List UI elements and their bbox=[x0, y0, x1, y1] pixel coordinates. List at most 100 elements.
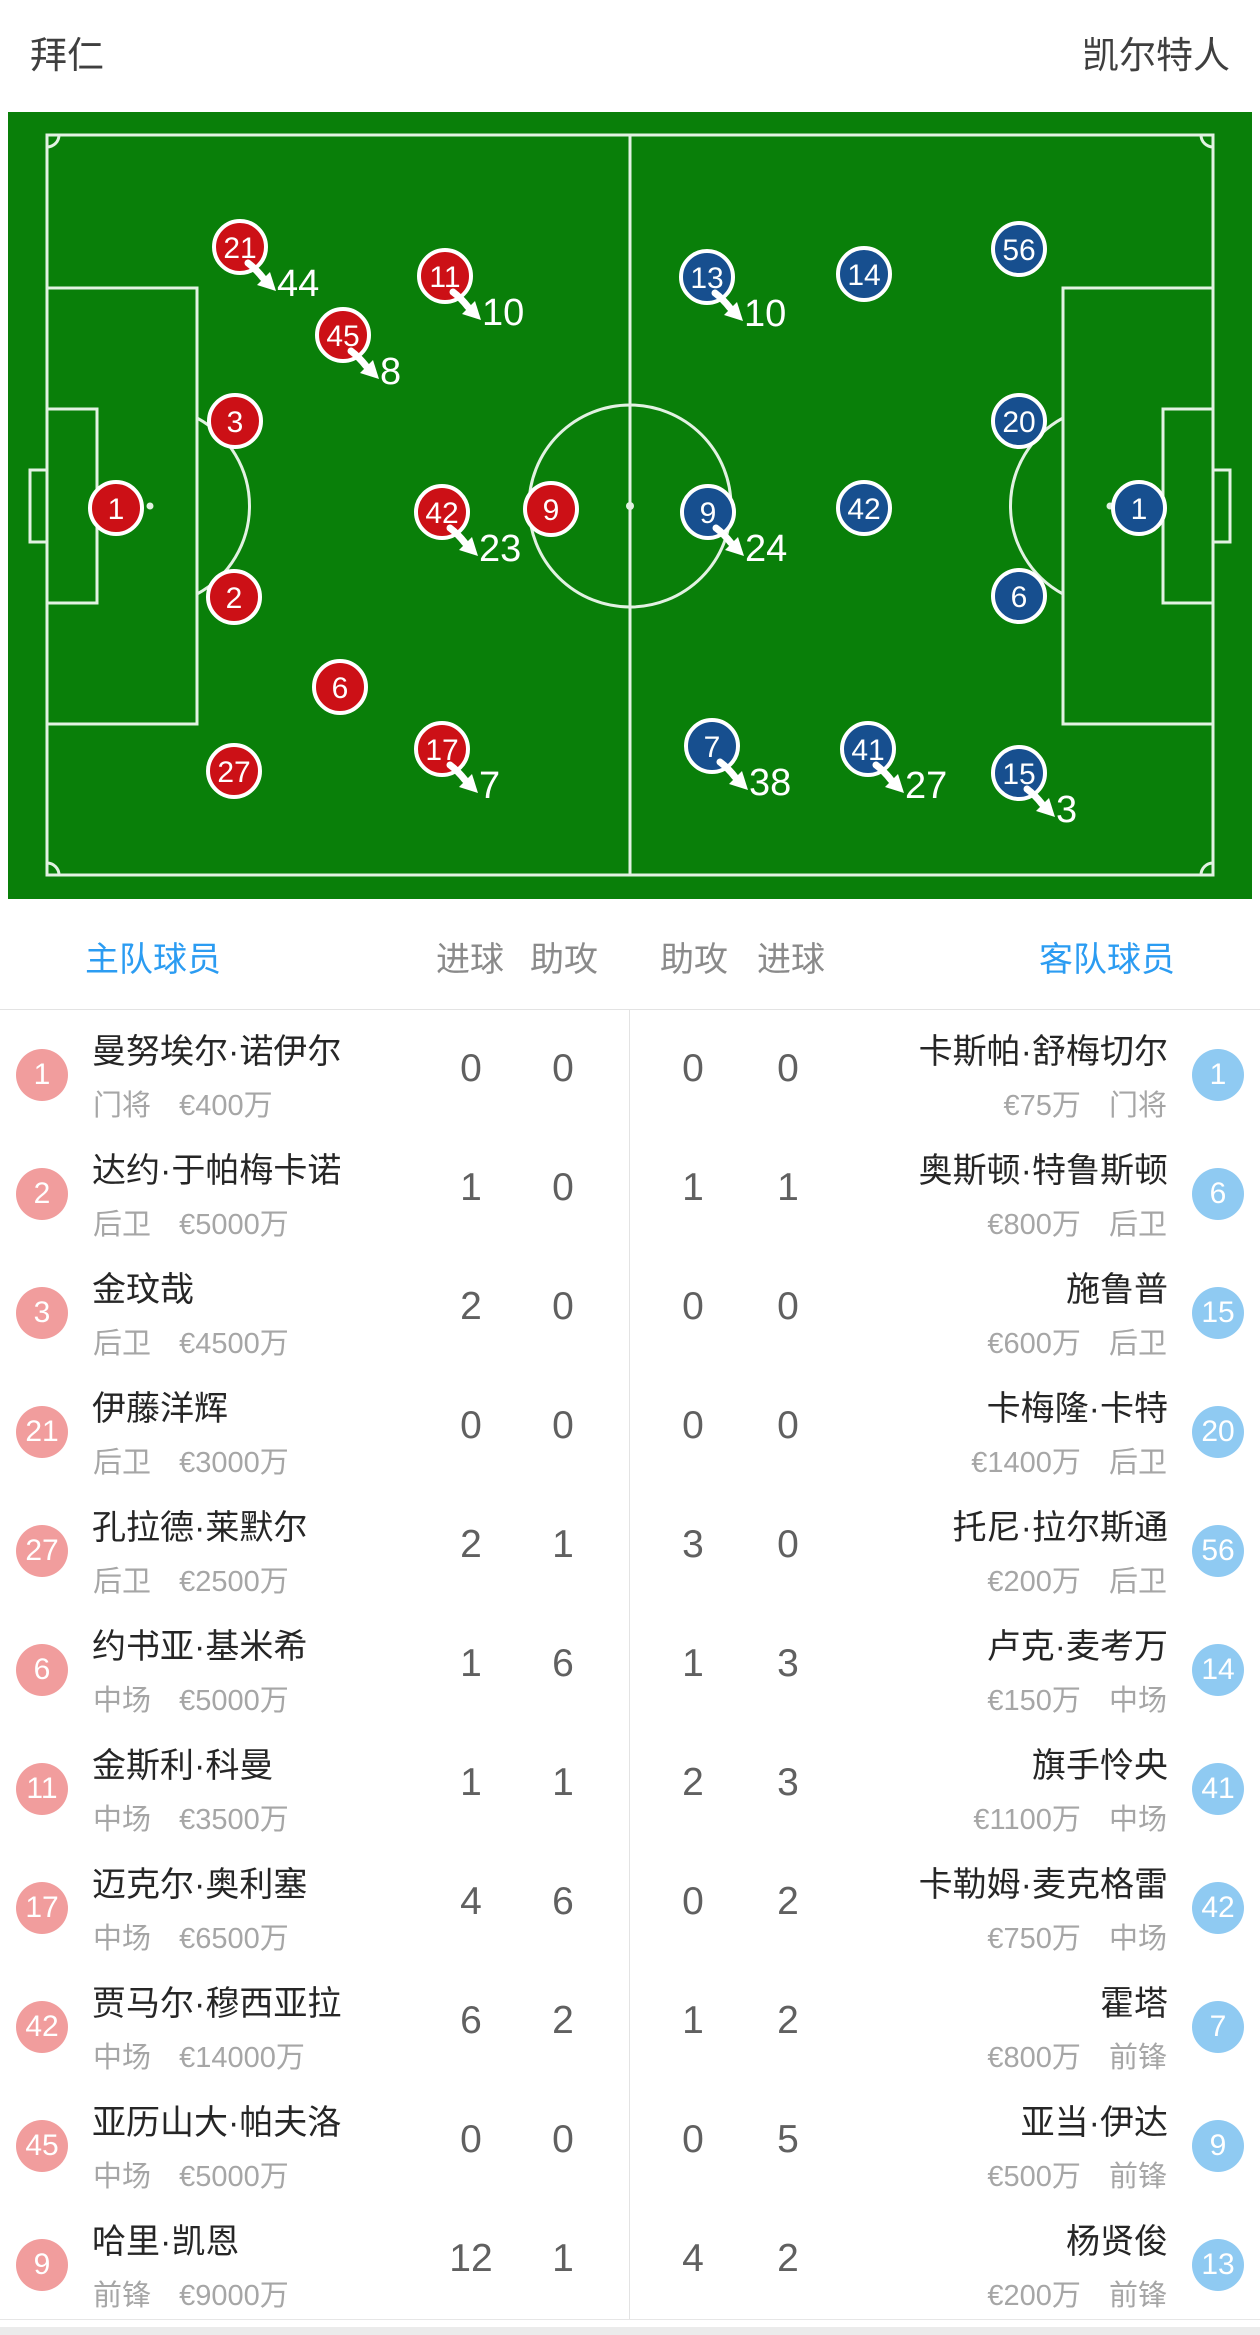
away-player-marker[interactable]: 41 27 bbox=[840, 721, 947, 807]
away-shirt-number: 42 bbox=[1201, 1891, 1235, 1924]
away-player-marker[interactable]: 9 24 bbox=[680, 484, 787, 570]
away-player-marker[interactable]: 15 3 bbox=[991, 745, 1077, 831]
away-player-meta: €75万 门将 bbox=[1004, 1082, 1167, 1124]
substitution-arrow-icon bbox=[347, 347, 379, 379]
home-player-marker[interactable]: 1 bbox=[88, 480, 144, 536]
home-shirt-number: 45 bbox=[25, 2129, 59, 2162]
away-shirt-number: 6 bbox=[1209, 1177, 1227, 1210]
player-row[interactable]: 2 达约·于帕梅卡诺 后卫 €5000万 1 0 1 1 奥斯顿·特鲁斯顿 €8… bbox=[0, 1129, 1260, 1248]
home-player-name: 曼努埃尔·诺伊尔 bbox=[92, 1033, 342, 1071]
away-player-marker[interactable]: 6 bbox=[991, 568, 1047, 624]
home-player-value: €3000万 bbox=[179, 1447, 289, 1479]
home-player-name: 孔拉德·莱默尔 bbox=[92, 1509, 308, 1547]
away-player-value: €200万 bbox=[987, 1566, 1081, 1598]
home-shirt-number-badge: 21 bbox=[16, 1406, 68, 1458]
player-row[interactable]: 11 金斯利·科曼 中场 €3500万 1 1 2 3 旗手怜央 €1100万 … bbox=[0, 1724, 1260, 1843]
home-player-meta: 前锋 €9000万 bbox=[93, 2272, 289, 2314]
substitute-player-number: 38 bbox=[749, 762, 791, 804]
home-shirt-number: 9 bbox=[33, 2248, 51, 2281]
home-shirt-number: 2 bbox=[33, 1177, 51, 1210]
home-player-value: €5000万 bbox=[179, 1685, 289, 1717]
away-player-meta: €200万 前锋 bbox=[987, 2272, 1167, 2314]
svg-text:42: 42 bbox=[425, 497, 458, 530]
away-player-position: 后卫 bbox=[1108, 1566, 1167, 1598]
home-shirt-number: 3 bbox=[33, 1296, 51, 1329]
home-player-marker[interactable]: 2 bbox=[206, 569, 262, 625]
home-players-column-header: 主队球员 bbox=[85, 941, 221, 979]
player-row[interactable]: 45 亚历山大·帕夫洛 中场 €5000万 0 0 0 5 亚当·伊达 €500… bbox=[0, 2081, 1260, 2200]
away-player-marker[interactable]: 42 bbox=[836, 480, 892, 536]
substitution-arrow-icon bbox=[446, 761, 478, 793]
away-players-column-header: 客队球员 bbox=[1039, 941, 1175, 979]
home-assists-value: 0 bbox=[552, 2118, 574, 2161]
right-goal bbox=[1211, 468, 1232, 544]
away-goals-value: 2 bbox=[777, 2237, 799, 2280]
svg-text:15: 15 bbox=[1002, 758, 1035, 791]
away-shirt-number-badge: 6 bbox=[1192, 1168, 1244, 1220]
player-row[interactable]: 17 迈克尔·奥利塞 中场 €6500万 4 6 0 2 卡勒姆·麦克格雷 €7… bbox=[0, 1843, 1260, 1962]
player-row[interactable]: 1 曼努埃尔·诺伊尔 门将 €400万 0 0 0 0 卡斯帕·舒梅切尔 €75… bbox=[0, 1010, 1260, 1129]
away-player-position: 门将 bbox=[1108, 1090, 1167, 1122]
away-player-meta: €1100万 中场 bbox=[973, 1796, 1167, 1838]
away-player-position: 中场 bbox=[1108, 1923, 1167, 1955]
home-player-marker[interactable]: 17 7 bbox=[414, 721, 500, 807]
away-player-marker[interactable]: 7 38 bbox=[684, 718, 791, 804]
corner-arc bbox=[1199, 861, 1214, 876]
home-player-meta: 中场 €5000万 bbox=[93, 1677, 289, 1719]
svg-text:27: 27 bbox=[217, 756, 250, 789]
away-assists-value: 0 bbox=[682, 1047, 704, 1090]
away-player-name: 卡斯帕·舒梅切尔 bbox=[918, 1033, 1168, 1071]
away-goals-value: 2 bbox=[777, 1880, 799, 1923]
home-player-marker[interactable]: 6 bbox=[312, 659, 368, 715]
home-player-marker[interactable]: 21 44 bbox=[212, 219, 319, 305]
home-assists-value: 6 bbox=[552, 1880, 574, 1923]
away-player-position: 后卫 bbox=[1108, 1209, 1167, 1241]
away-player-value: €500万 bbox=[987, 2161, 1081, 2193]
home-assists-value: 1 bbox=[552, 1523, 574, 1566]
home-goals-value: 0 bbox=[460, 2118, 482, 2161]
home-goals-value: 0 bbox=[460, 1047, 482, 1090]
player-row[interactable]: 27 孔拉德·莱默尔 后卫 €2500万 2 1 3 0 托尼·拉尔斯通 €20… bbox=[0, 1486, 1260, 1605]
home-player-value: €14000万 bbox=[179, 2042, 305, 2074]
away-player-position: 前锋 bbox=[1108, 2161, 1167, 2193]
center-spot bbox=[626, 502, 634, 510]
player-row[interactable]: 9 哈里·凯恩 前锋 €9000万 12 1 4 2 杨贤俊 €200万 前锋 … bbox=[0, 2200, 1260, 2319]
home-shirt-number: 42 bbox=[25, 2010, 59, 2043]
away-goals-value: 5 bbox=[777, 2118, 799, 2161]
player-row[interactable]: 6 约书亚·基米希 中场 €5000万 1 6 1 3 卢克·麦考万 €150万… bbox=[0, 1605, 1260, 1724]
away-assists-value: 1 bbox=[682, 1642, 704, 1685]
home-assists-column-header: 助攻 bbox=[530, 941, 598, 979]
away-goals-value: 0 bbox=[777, 1047, 799, 1090]
players-table: 1 曼努埃尔·诺伊尔 门将 €400万 0 0 0 0 卡斯帕·舒梅切尔 €75… bbox=[0, 1010, 1260, 2320]
player-row[interactable]: 21 伊藤洋辉 后卫 €3000万 0 0 0 0 卡梅隆·卡特 €1400万 … bbox=[0, 1367, 1260, 1486]
away-player-marker[interactable]: 14 bbox=[836, 246, 892, 302]
away-player-marker[interactable]: 1 bbox=[1111, 480, 1167, 536]
away-player-name: 杨贤俊 bbox=[1066, 2223, 1168, 2261]
home-goals-value: 1 bbox=[460, 1166, 482, 1209]
home-assists-value: 1 bbox=[552, 2237, 574, 2280]
away-player-meta: €600万 后卫 bbox=[987, 1320, 1167, 1362]
substitution-arrow-icon bbox=[1023, 785, 1055, 817]
home-shirt-number-badge: 42 bbox=[16, 2001, 68, 2053]
away-player-position: 前锋 bbox=[1108, 2280, 1167, 2312]
home-player-marker[interactable]: 9 bbox=[523, 481, 579, 537]
away-assists-value: 1 bbox=[682, 1166, 704, 1209]
home-player-name: 哈里·凯恩 bbox=[92, 2223, 240, 2261]
away-player-marker[interactable]: 13 10 bbox=[679, 249, 786, 335]
svg-text:41: 41 bbox=[851, 734, 884, 767]
away-player-marker[interactable]: 56 bbox=[991, 221, 1047, 277]
home-player-marker[interactable]: 27 bbox=[206, 743, 262, 799]
away-shirt-number: 14 bbox=[1201, 1653, 1235, 1686]
svg-text:6: 6 bbox=[332, 672, 349, 705]
away-shirt-number-badge: 7 bbox=[1192, 2001, 1244, 2053]
away-player-marker[interactable]: 20 bbox=[991, 393, 1047, 449]
away-player-value: €75万 bbox=[1003, 1090, 1081, 1122]
player-row[interactable]: 42 贾马尔·穆西亚拉 中场 €14000万 6 2 1 2 霍塔 €800万 … bbox=[0, 1962, 1260, 2081]
player-row[interactable]: 3 金玟哉 后卫 €4500万 2 0 0 0 施鲁普 €600万 后卫 15 bbox=[0, 1248, 1260, 1367]
home-player-marker[interactable]: 45 8 bbox=[315, 307, 401, 393]
home-player-marker[interactable]: 11 10 bbox=[417, 248, 524, 334]
home-player-marker[interactable]: 42 23 bbox=[414, 484, 521, 570]
away-player-value: €800万 bbox=[987, 2042, 1081, 2074]
home-goals-value: 2 bbox=[460, 1285, 482, 1328]
home-player-marker[interactable]: 3 bbox=[207, 393, 263, 449]
